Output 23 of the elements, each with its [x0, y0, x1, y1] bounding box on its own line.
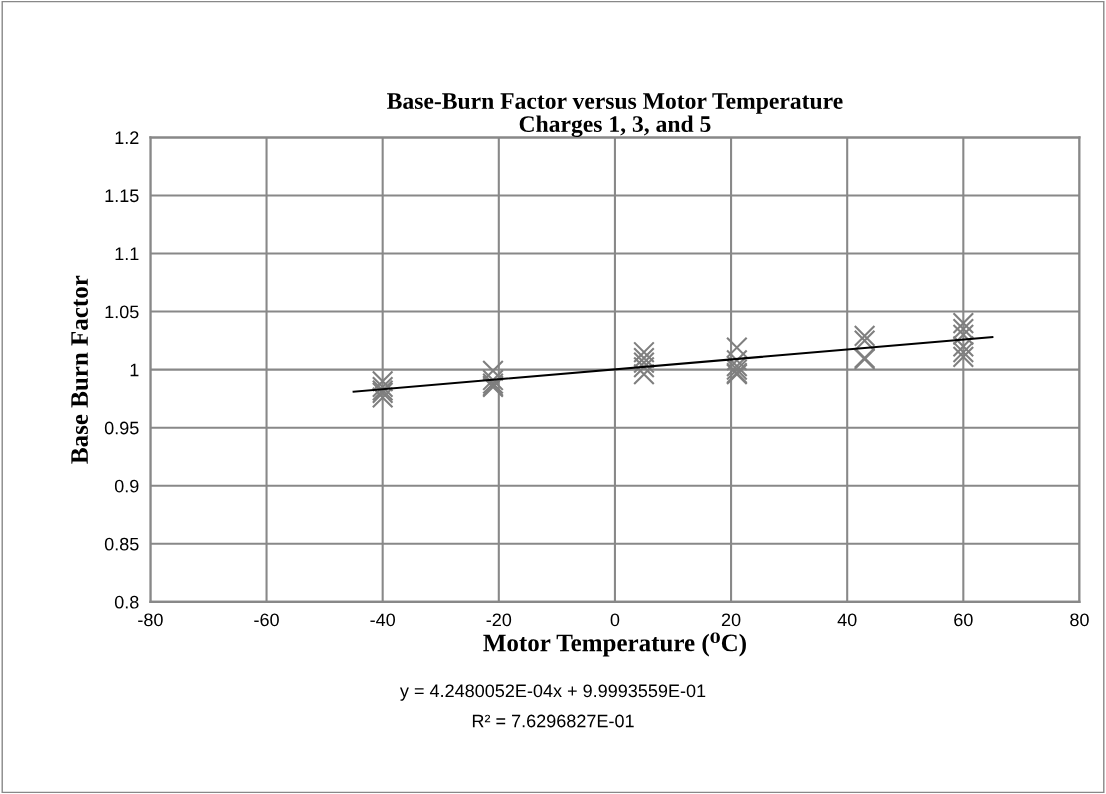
- x-tick-label: -80: [138, 613, 163, 627]
- x-tick-label: 40: [837, 613, 857, 627]
- x-tick-label: 60: [954, 613, 973, 627]
- y-tick-label: 0.95: [104, 421, 139, 435]
- y-tick-label: 0.9: [114, 479, 139, 493]
- y-tick-label: 1.1: [115, 247, 139, 261]
- y-tick-label: 1: [130, 363, 139, 377]
- y-tick-label: 0.85: [104, 537, 139, 551]
- y-axis-title: Base Burn Factor: [71, 275, 89, 464]
- x-tick-label: -20: [486, 613, 512, 627]
- x-tick-label: -40: [370, 613, 396, 627]
- y-tick-label: 1.15: [105, 189, 139, 203]
- x-tick-label: -60: [254, 613, 279, 627]
- x-axis-title: Motor Temperature (⁰C): [483, 632, 746, 657]
- text: R² = 7.6296827E-01: [472, 714, 634, 728]
- y-tick-label: 0.8: [114, 595, 139, 609]
- x-tick-label: 20: [721, 613, 741, 627]
- text: y = 4.2480052E-04x + 9.9993559E-01: [399, 684, 706, 701]
- chart-title: Base-Burn Factor versus Motor Temperature Charges 1, 3, and 5: [387, 93, 843, 138]
- y-tick-label: 1.2: [115, 131, 139, 144]
- y-tick-label: 1.05: [105, 305, 139, 319]
- x-tick-label: 80: [1070, 613, 1089, 627]
- x-tick-label: 0: [610, 613, 620, 627]
